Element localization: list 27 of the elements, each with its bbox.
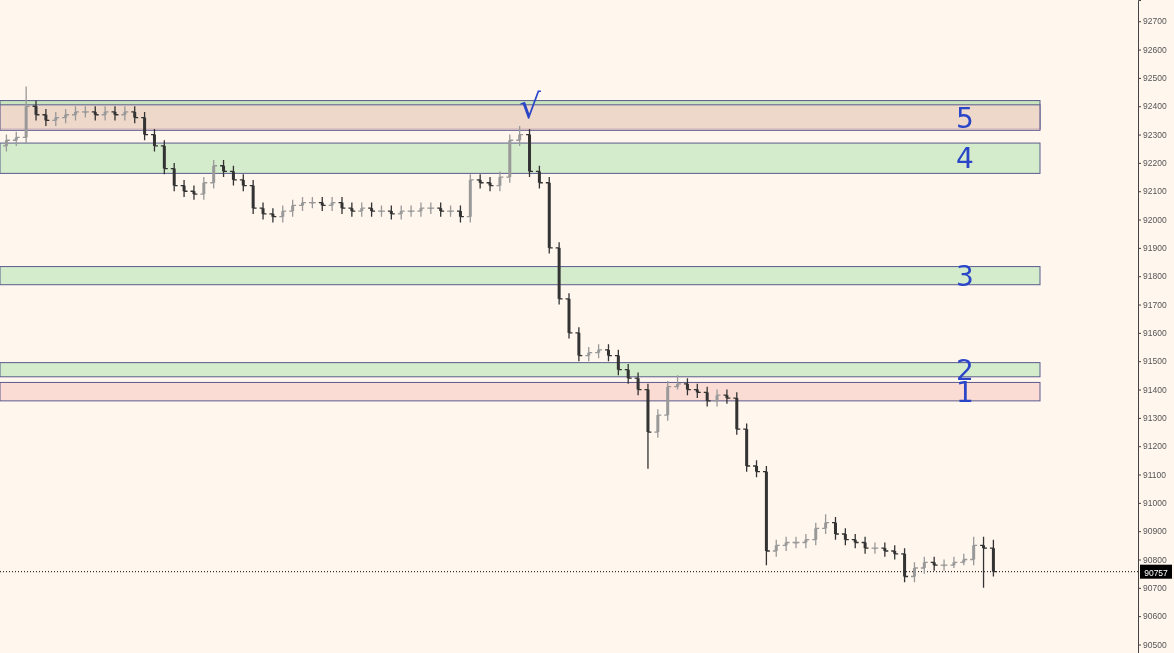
y-tick-label: 92600 xyxy=(1143,44,1167,55)
y-tick-label: 91400 xyxy=(1143,384,1167,395)
y-tick-label: 91000 xyxy=(1143,498,1167,509)
band-label: 3 xyxy=(956,259,974,293)
y-tick-label: 91900 xyxy=(1143,243,1167,254)
y-tick-label: 91300 xyxy=(1143,413,1167,424)
band-label: 5 xyxy=(956,101,974,135)
y-tick-label: 92500 xyxy=(1143,73,1167,84)
y-tick-label: 92200 xyxy=(1143,158,1167,169)
y-tick-label: 90900 xyxy=(1143,526,1167,537)
y-tick-label: 91500 xyxy=(1143,356,1167,367)
y-tick-label: 92400 xyxy=(1143,101,1167,112)
y-tick-label: 90800 xyxy=(1143,554,1167,565)
y-tick-label: 92700 xyxy=(1143,16,1167,27)
y-tick-label: 90600 xyxy=(1143,611,1167,622)
y-tick-label: 90700 xyxy=(1143,583,1167,594)
y-tick-label: 91800 xyxy=(1143,271,1167,282)
y-tick-label: 92300 xyxy=(1143,129,1167,140)
y-tick-label: 91200 xyxy=(1143,441,1167,452)
ref-line-label: 90757 xyxy=(1144,567,1169,578)
y-tick-label: 92000 xyxy=(1143,214,1167,225)
y-tick-label: 92100 xyxy=(1143,186,1167,197)
y-tick-label: 90500 xyxy=(1143,639,1167,650)
band-label: 4 xyxy=(956,142,974,176)
y-tick-label: 91600 xyxy=(1143,328,1167,339)
y-tick-label: 91100 xyxy=(1143,469,1167,480)
y-tick-label: 91700 xyxy=(1143,299,1167,310)
